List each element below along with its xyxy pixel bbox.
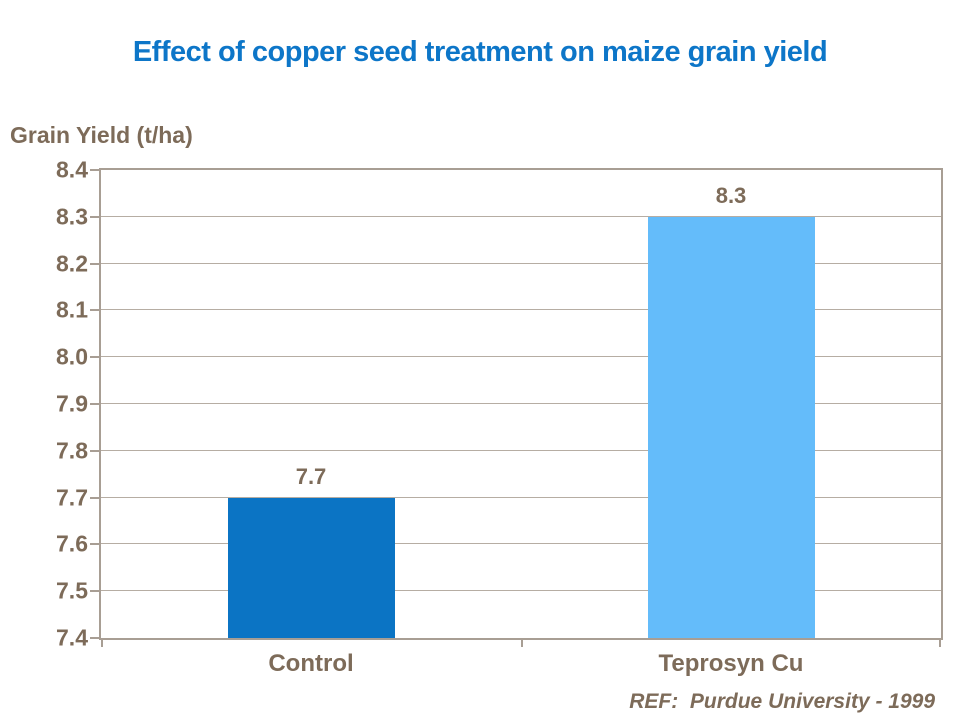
gridline xyxy=(101,403,941,404)
bar-teprosyn-cu xyxy=(647,217,815,638)
plot-area: 7.7 8.3 xyxy=(90,168,943,647)
gridline xyxy=(101,543,941,544)
y-axis-tick-label: 8.4 xyxy=(56,156,88,183)
gridline xyxy=(101,216,941,217)
gridline xyxy=(101,497,941,498)
gridline xyxy=(101,309,941,310)
y-axis-tick-mark xyxy=(90,497,99,499)
bar-value-label: 7.7 xyxy=(295,464,327,489)
y-axis-tick-label: 8.1 xyxy=(56,296,88,323)
y-axis-tick-label: 7.7 xyxy=(56,484,88,511)
gridline xyxy=(101,263,941,264)
y-axis-title: Grain Yield (t/ha) xyxy=(10,122,193,148)
category-label: Teprosyn Cu xyxy=(658,650,804,677)
category-label: Control xyxy=(268,650,354,677)
chart-title: Effect of copper seed treatment on maize… xyxy=(132,36,828,68)
y-axis-tick-mark xyxy=(90,590,99,592)
y-axis-tick-label: 8.0 xyxy=(56,343,88,370)
bar-value-label: 8.3 xyxy=(715,183,747,208)
y-axis-tick-mark xyxy=(90,356,99,358)
y-axis-tick-label: 8.3 xyxy=(56,203,88,230)
gridline xyxy=(101,590,941,591)
y-axis-tick-label: 7.8 xyxy=(56,437,88,464)
x-axis-tick-mark xyxy=(939,640,941,647)
y-axis-tick-label: 7.6 xyxy=(56,530,88,557)
bar-control xyxy=(227,498,395,638)
reference-note: REF: Purdue University - 1999 xyxy=(629,690,935,713)
y-axis-tick-mark xyxy=(90,169,99,171)
y-axis-tick-mark xyxy=(90,263,99,265)
y-axis-tick-label: 7.9 xyxy=(56,390,88,417)
y-axis-tick-mark xyxy=(90,543,99,545)
y-axis-tick-label: 7.4 xyxy=(56,624,88,651)
y-axis-tick-mark xyxy=(90,637,99,639)
x-axis-tick-mark xyxy=(101,640,103,647)
y-axis-tick-label: 7.5 xyxy=(56,577,88,604)
y-axis-tick-mark xyxy=(90,216,99,218)
gridline xyxy=(101,356,941,357)
y-axis-tick-mark xyxy=(90,403,99,405)
x-axis-tick-mark xyxy=(521,640,523,647)
y-axis-tick-mark xyxy=(90,450,99,452)
y-axis-tick-label: 8.2 xyxy=(56,250,88,277)
gridline xyxy=(101,450,941,451)
y-axis-tick-labels: 8.4 8.3 8.2 8.1 8.0 7.9 7.8 7.7 7.6 7.5 7.4 xyxy=(0,157,88,651)
y-axis-tick-mark xyxy=(90,309,99,311)
